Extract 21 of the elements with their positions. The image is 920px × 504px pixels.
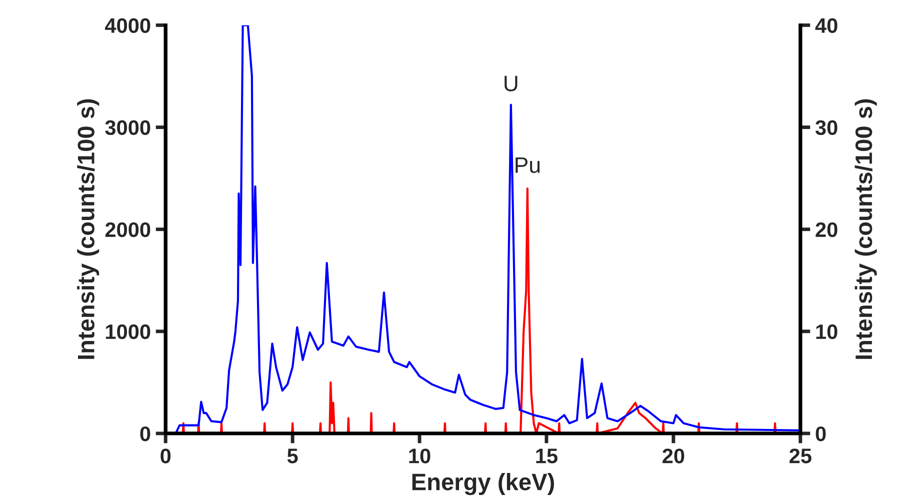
annotation: Pu xyxy=(516,157,540,173)
y2-tick-label: 0 xyxy=(816,426,826,442)
y2-tick-label: 20 xyxy=(816,222,838,238)
x-tick-label: 5 xyxy=(287,448,298,464)
x-axis-title: Energy (keV) xyxy=(412,473,554,496)
annotation: U xyxy=(504,76,518,92)
y-tick-label: 1000 xyxy=(106,324,150,340)
y2-tick-label: 10 xyxy=(816,324,838,340)
y-tick-label: 4000 xyxy=(104,18,150,33)
y-tick-label: 2000 xyxy=(105,222,150,238)
y2-tick-label: 30 xyxy=(815,120,838,136)
y-tick-label: 3000 xyxy=(105,120,150,136)
y2-axis-title: Intensity (counts/100 s) xyxy=(854,99,877,359)
x-tick-label: 25 xyxy=(790,448,812,464)
x-tick-label: 20 xyxy=(662,448,684,464)
y-axis-title: Intensity (counts/100 s) xyxy=(77,99,100,359)
y-tick-label: 0 xyxy=(140,426,150,442)
x-tick-label: 10 xyxy=(409,448,430,464)
x-tick-label: 0 xyxy=(160,448,171,464)
y2-tick-label: 40 xyxy=(815,18,838,33)
x-tick-label: 15 xyxy=(536,448,558,464)
